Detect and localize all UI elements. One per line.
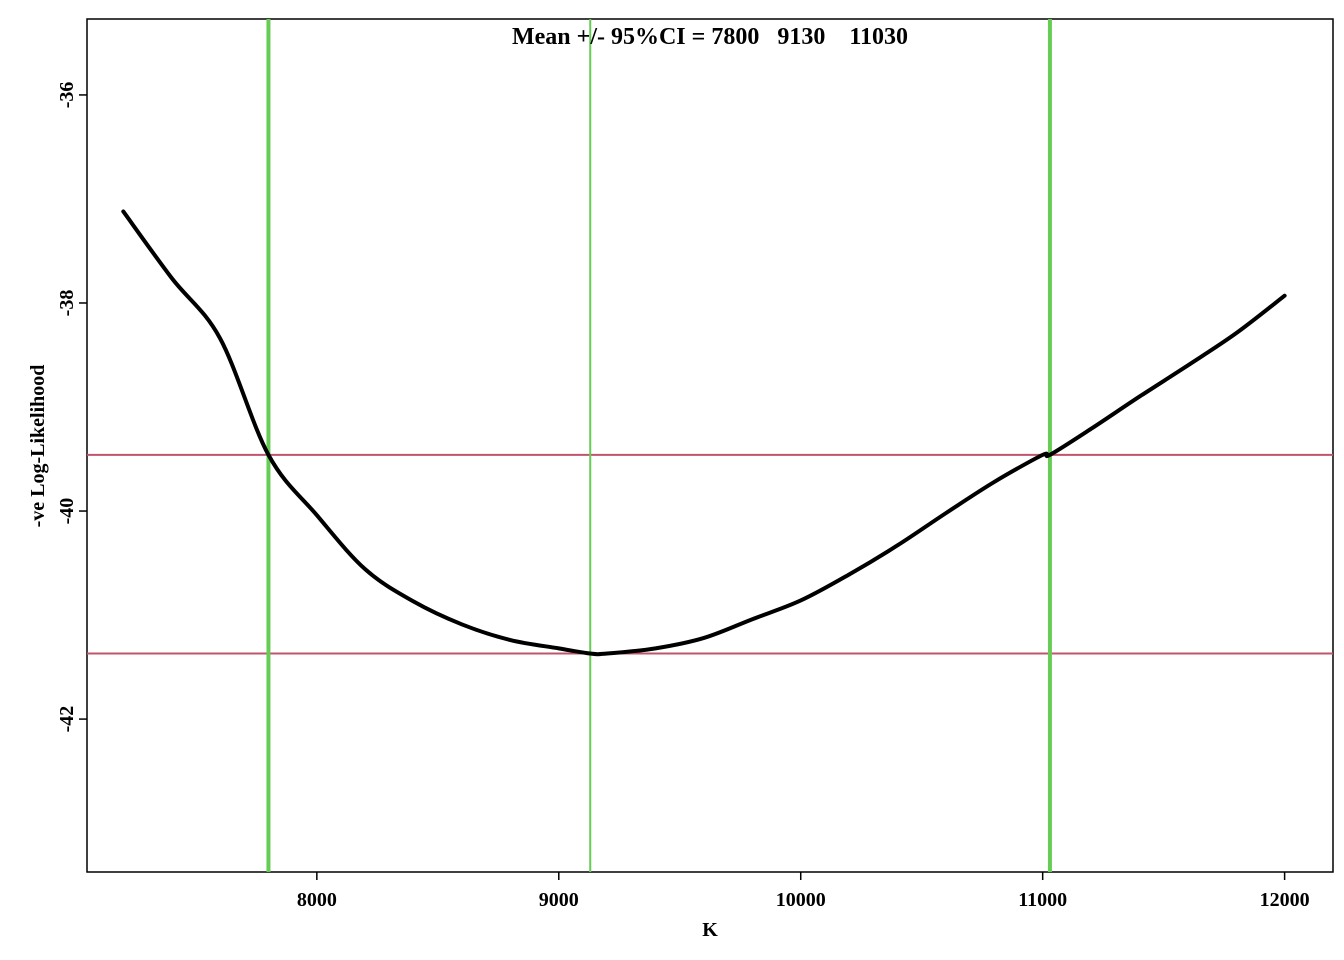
y-tick-label: -38 (56, 290, 78, 317)
plot-frame (86, 18, 1334, 873)
y-axis-label: -ve Log-Likelihood (27, 365, 49, 528)
y-axis: -36 -38 -40 -42 (56, 82, 87, 733)
x-axis-label: K (702, 919, 718, 941)
likelihood-curve-0 (121, 209, 1287, 657)
x-tick-label: 8000 (297, 889, 337, 911)
x-axis: 8000 9000 10000 11000 12000 (297, 872, 1310, 911)
y-tick-label: -40 (56, 498, 78, 525)
x-tick-label: 9000 (539, 889, 579, 911)
y-tick-label: -36 (56, 82, 78, 109)
x-tick-label: 12000 (1260, 889, 1310, 911)
chart-title: Mean +/- 95%CI = 7800 9130 11030 (512, 24, 908, 50)
vlines-layer (266, 19, 1052, 872)
hlines-layer (87, 453, 1333, 655)
x-tick-label: 10000 (776, 889, 826, 911)
x-tick-label: 11000 (1018, 889, 1067, 911)
y-tick-label: -42 (56, 706, 78, 733)
series-layer (121, 209, 1287, 657)
